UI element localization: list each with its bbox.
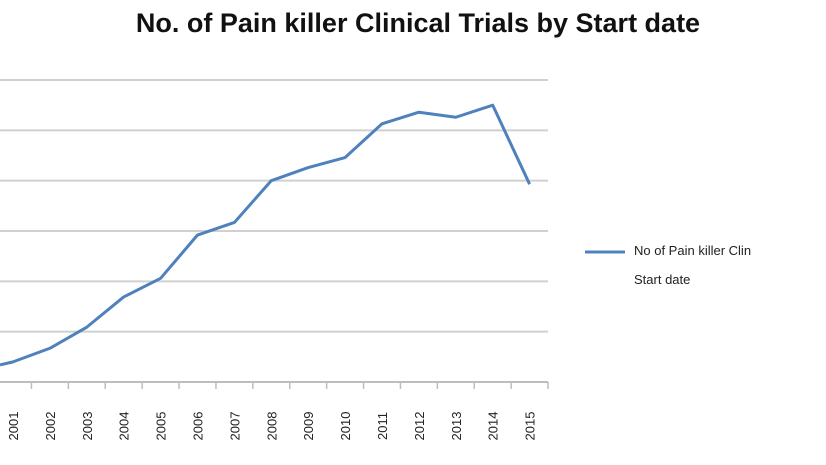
x-tick-label: 2005 [154, 412, 169, 441]
x-tick-label: 2011 [375, 412, 390, 440]
x-tick-label: 2001 [6, 412, 21, 441]
chart-title: No. of Pain killer Clinical Trials by St… [135, 8, 701, 38]
x-tick-label: 2009 [301, 412, 316, 441]
x-tick-label: 2007 [227, 412, 242, 441]
x-tick-label: 2003 [80, 412, 95, 441]
x-tick-label: 2004 [117, 412, 132, 441]
legend-label-line2: Start date [634, 272, 691, 287]
x-tick-label: 2008 [264, 412, 279, 441]
x-tick-label: 2013 [449, 412, 464, 441]
x-tick-label: 2002 [43, 412, 58, 441]
x-tick-label: 2010 [338, 412, 353, 441]
series-line [0, 103, 531, 367]
x-tick-label: 2006 [191, 412, 206, 441]
x-tick-label: 2012 [412, 412, 427, 441]
x-tick-label: 2014 [486, 412, 501, 441]
x-tick-label: 2015 [523, 412, 538, 441]
legend-label-line1: No of Pain killer Clin [634, 243, 752, 258]
